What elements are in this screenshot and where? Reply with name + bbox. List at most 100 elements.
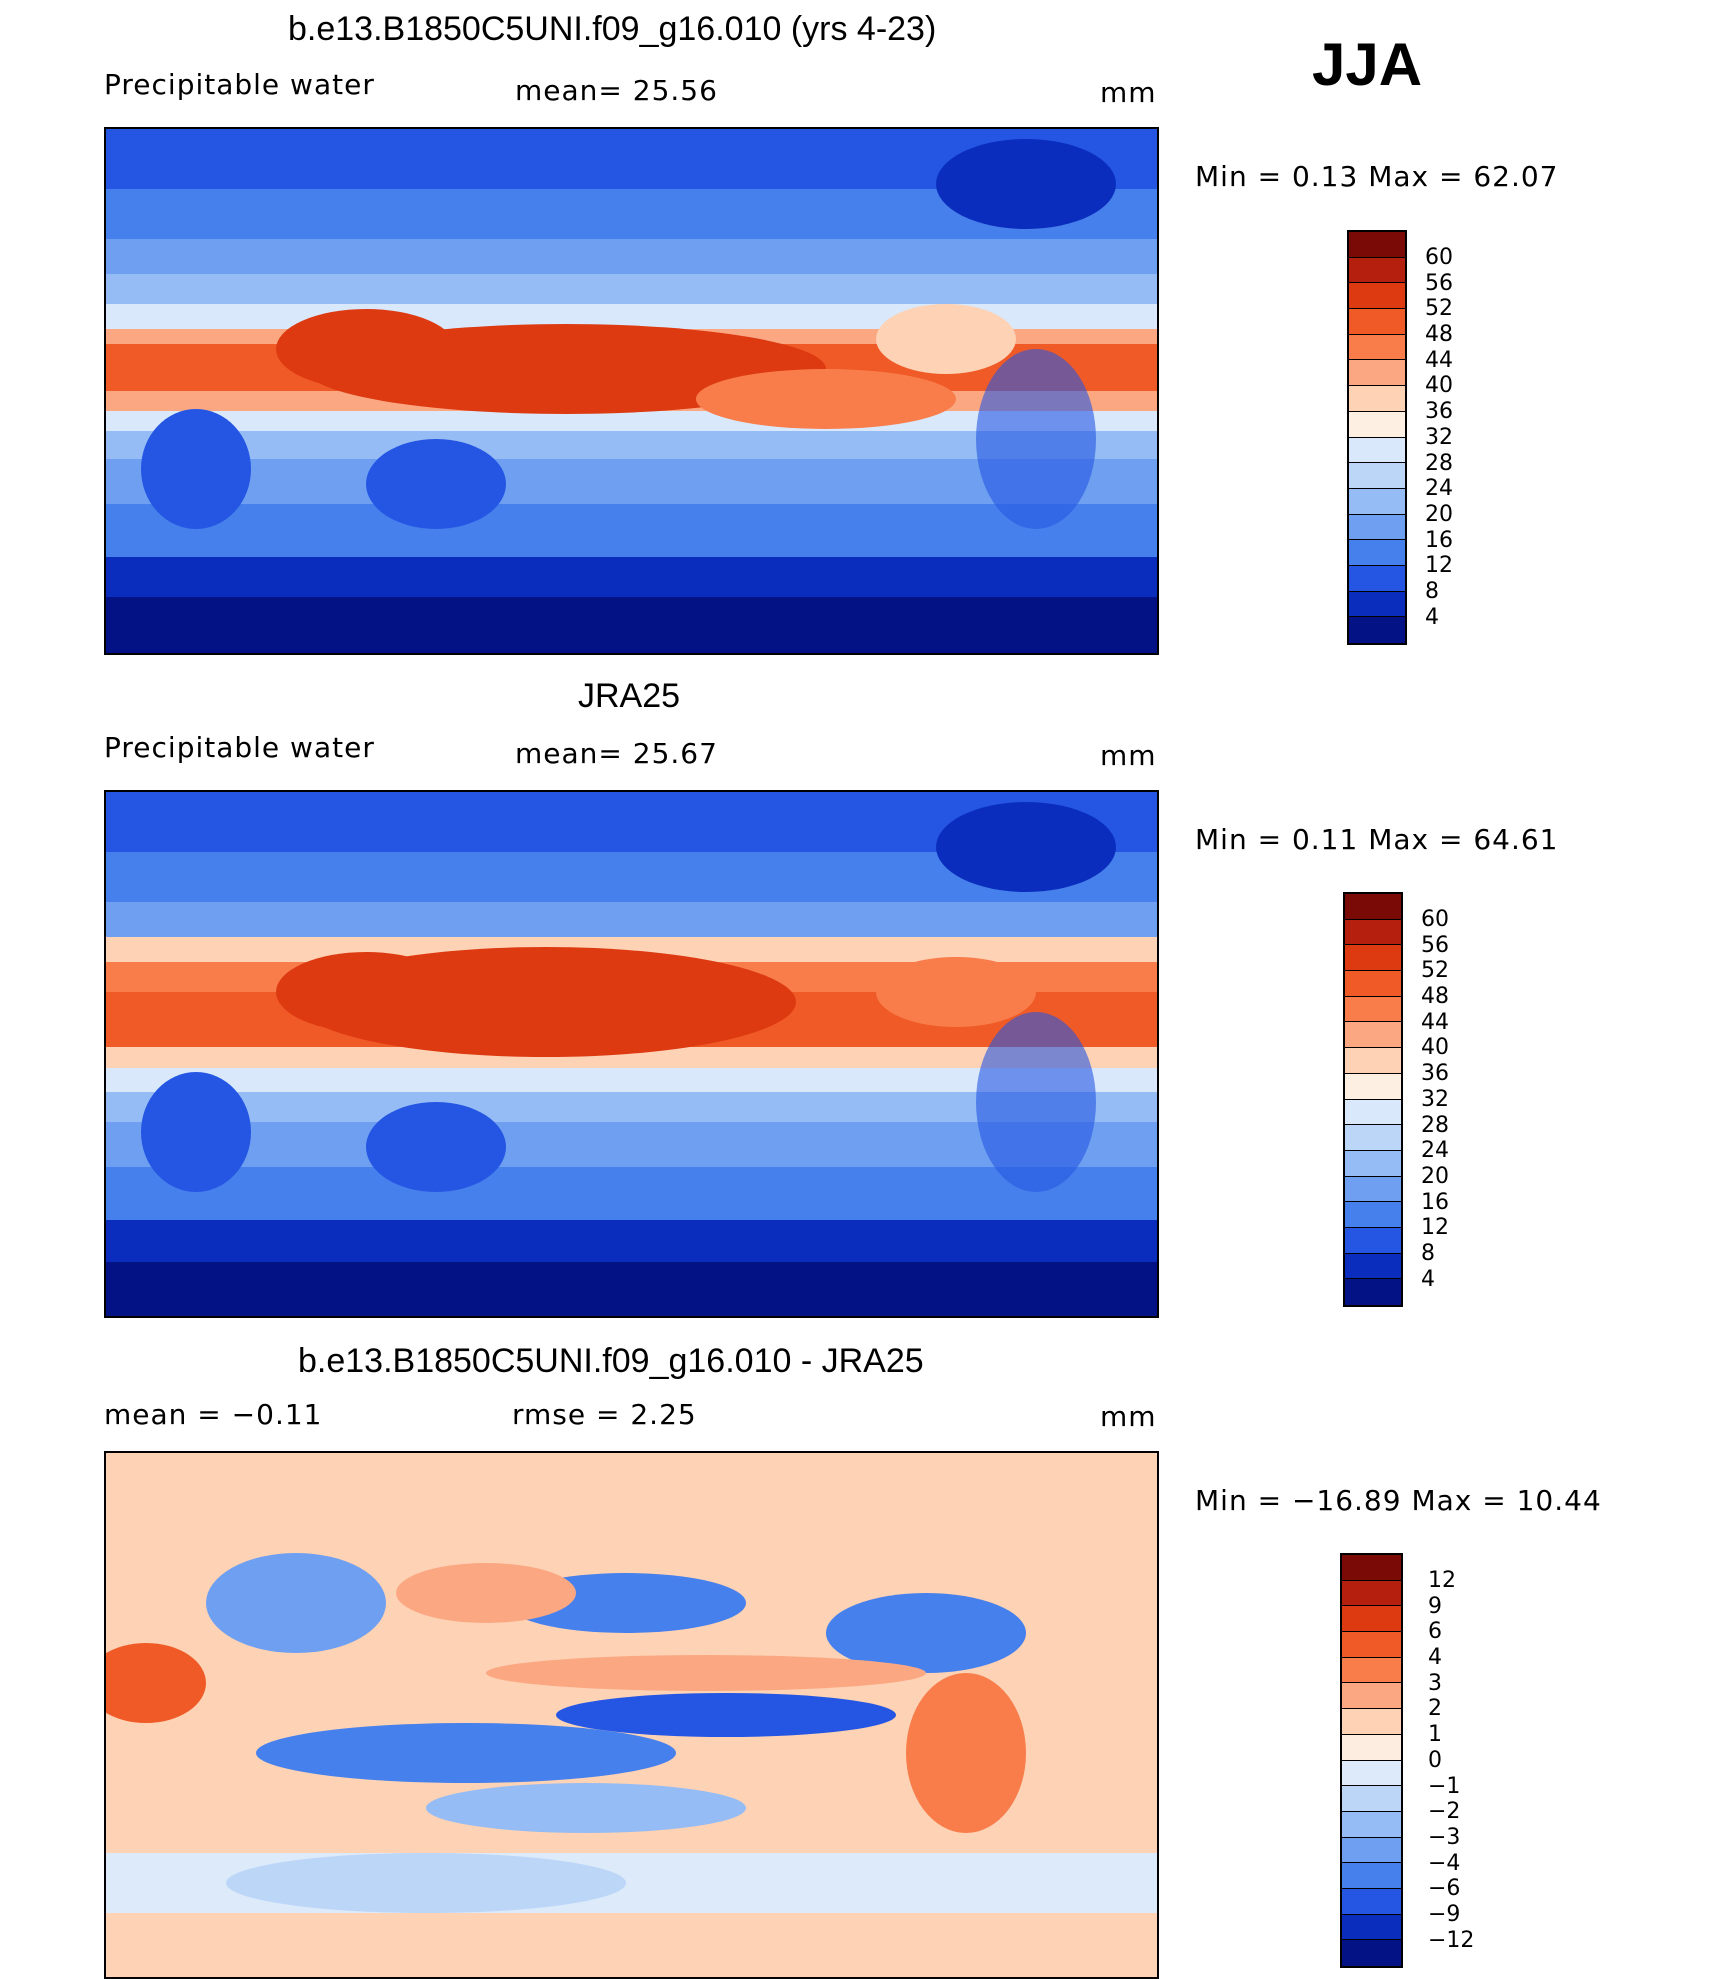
colorbar-tick-label: 4	[1425, 604, 1439, 630]
colorbar-swatch	[1349, 309, 1405, 335]
colorbar-swatch	[1349, 334, 1405, 361]
panel3-colorbar	[1340, 1553, 1403, 1968]
colorbar-swatch	[1342, 1760, 1401, 1787]
colorbar-tick-label: 24	[1425, 476, 1453, 502]
colorbar-tick-label: 9	[1428, 1593, 1442, 1619]
colorbar-swatch	[1349, 463, 1405, 489]
panel2-variable: Precipitable water	[104, 731, 375, 764]
colorbar-tick-label: 6	[1428, 1619, 1442, 1645]
panel1-mean: mean= 25.56	[515, 74, 718, 107]
colorbar-swatch	[1342, 1914, 1401, 1941]
colorbar-swatch	[1349, 360, 1405, 387]
colorbar-swatch	[1345, 1253, 1401, 1280]
colorbar-swatch	[1342, 1734, 1401, 1761]
colorbar-tick-label: −12	[1428, 1927, 1475, 1953]
panel1-minmax: Min = 0.13 Max = 62.07	[1195, 160, 1559, 193]
colorbar-tick-label: 20	[1425, 501, 1453, 527]
colorbar-tick-label: −3	[1428, 1824, 1461, 1850]
colorbar-swatch	[1345, 1176, 1401, 1203]
colorbar-swatch	[1342, 1555, 1401, 1581]
colorbar-tick-label: 28	[1421, 1112, 1449, 1138]
colorbar-swatch	[1349, 540, 1405, 566]
colorbar-tick-label: 56	[1421, 932, 1449, 958]
colorbar-tick-label: 52	[1425, 296, 1453, 322]
colorbar-tick-label: 20	[1421, 1163, 1449, 1189]
colorbar-tick-label: 48	[1425, 322, 1453, 348]
panel1-colorbar	[1347, 230, 1407, 645]
colorbar-tick-label: 60	[1421, 907, 1449, 932]
colorbar-tick-label: 56	[1425, 270, 1453, 296]
colorbar-tick-label: 36	[1421, 1061, 1449, 1087]
colorbar-tick-label: 12	[1425, 553, 1453, 579]
colorbar-swatch	[1349, 488, 1405, 515]
colorbar-swatch	[1342, 1709, 1401, 1735]
colorbar-tick-label: −1	[1428, 1773, 1461, 1799]
panel1-variable: Precipitable water	[104, 68, 375, 101]
colorbar-tick-label: 3	[1428, 1670, 1442, 1696]
colorbar-swatch	[1349, 437, 1405, 464]
season-label: JJA	[1312, 31, 1423, 98]
colorbar-swatch	[1349, 411, 1405, 438]
panel3-title: b.e13.B1850C5UNI.f09_g16.010 - JRA25	[298, 1342, 924, 1380]
panel1-units: mm	[1100, 76, 1157, 109]
colorbar-swatch	[1349, 565, 1405, 592]
colorbar-tick-label: −9	[1428, 1901, 1461, 1927]
colorbar-swatch	[1349, 514, 1405, 541]
panel2-map	[104, 790, 1159, 1318]
colorbar-swatch	[1345, 1227, 1401, 1254]
colorbar-tick-label: 16	[1421, 1189, 1449, 1215]
colorbar-swatch	[1342, 1811, 1401, 1838]
panel3-mean: mean = −0.11	[104, 1398, 323, 1431]
colorbar-swatch	[1345, 1073, 1401, 1100]
colorbar-swatch	[1345, 1048, 1401, 1074]
colorbar-swatch	[1345, 919, 1401, 946]
colorbar-swatch	[1342, 1580, 1401, 1607]
panel3-minmax: Min = −16.89 Max = 10.44	[1195, 1484, 1602, 1517]
panel2-colorbar-ticks: 60 56 52 48 44 40 36 32 28 24 20 16 12 8 4	[1421, 907, 1481, 1307]
colorbar-swatch	[1345, 1150, 1401, 1177]
colorbar-tick-label: 16	[1425, 527, 1453, 553]
colorbar-swatch	[1349, 591, 1405, 618]
colorbar-tick-label: 28	[1425, 450, 1453, 476]
colorbar-swatch	[1345, 1202, 1401, 1228]
panel2-colorbar	[1343, 892, 1403, 1307]
colorbar-swatch	[1342, 1632, 1401, 1658]
colorbar-tick-label: 60	[1425, 245, 1453, 270]
colorbar-swatch	[1345, 894, 1401, 920]
colorbar-swatch	[1349, 257, 1405, 284]
panel2-units: mm	[1100, 739, 1157, 772]
colorbar-swatch	[1342, 1888, 1401, 1915]
panel2-minmax: Min = 0.11 Max = 64.61	[1195, 823, 1559, 856]
colorbar-swatch	[1342, 1863, 1401, 1889]
panel3-units: mm	[1100, 1400, 1157, 1433]
colorbar-tick-label: 0	[1428, 1747, 1442, 1773]
colorbar-swatch	[1342, 1683, 1401, 1710]
panel1-map	[104, 127, 1159, 655]
panel3-map	[104, 1451, 1159, 1979]
colorbar-swatch	[1345, 1279, 1401, 1305]
colorbar-tick-label: 32	[1425, 424, 1453, 450]
colorbar-tick-label: 48	[1421, 984, 1449, 1010]
colorbar-swatch	[1349, 617, 1405, 643]
colorbar-tick-label: 32	[1421, 1086, 1449, 1112]
colorbar-tick-label: 4	[1421, 1266, 1435, 1292]
colorbar-tick-label: 52	[1421, 958, 1449, 984]
colorbar-tick-label: 24	[1421, 1138, 1449, 1164]
colorbar-tick-label: 4	[1428, 1645, 1442, 1671]
colorbar-swatch	[1345, 1125, 1401, 1151]
colorbar-tick-label: 12	[1428, 1568, 1456, 1593]
colorbar-tick-label: 40	[1421, 1035, 1449, 1061]
panel3-rmse: rmse = 2.25	[512, 1398, 697, 1431]
colorbar-swatch	[1342, 1657, 1401, 1684]
colorbar-swatch	[1342, 1837, 1401, 1864]
colorbar-tick-label: 44	[1425, 347, 1453, 373]
colorbar-tick-label: −2	[1428, 1799, 1461, 1825]
colorbar-tick-label: −4	[1428, 1850, 1461, 1876]
colorbar-tick-label: 12	[1421, 1215, 1449, 1241]
panel1-title: b.e13.B1850C5UNI.f09_g16.010 (yrs 4-23)	[288, 10, 937, 48]
colorbar-swatch	[1345, 1022, 1401, 1049]
colorbar-tick-label: 8	[1421, 1240, 1435, 1266]
panel1-colorbar-ticks: 60 56 52 48 44 40 36 32 28 24 20 16 12 8 4	[1425, 245, 1485, 645]
colorbar-swatch	[1342, 1606, 1401, 1633]
colorbar-tick-label: −6	[1428, 1876, 1461, 1902]
